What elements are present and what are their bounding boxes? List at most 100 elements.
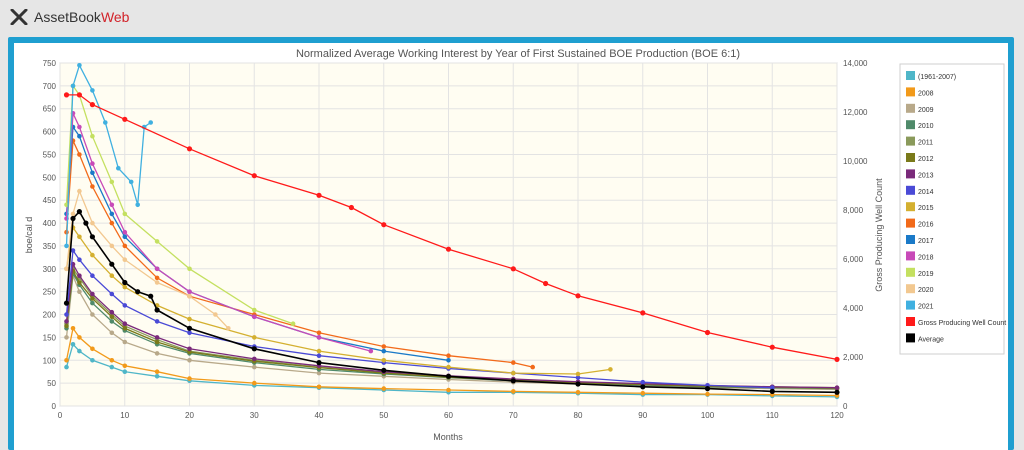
app-name-part1: AssetBook: [34, 9, 101, 25]
data-point: [252, 314, 257, 320]
legend-swatch: [906, 87, 915, 97]
data-point: [109, 358, 115, 363]
y2-axis-label: Gross Producing Well Count: [874, 178, 884, 292]
series-line: [65, 269, 838, 389]
data-point: [77, 257, 82, 263]
data-point: [90, 161, 95, 166]
data-point: [511, 370, 516, 376]
legend-swatch: [906, 235, 915, 244]
x-axis-label: Months: [433, 432, 463, 442]
legend-swatch: [906, 202, 915, 212]
y-tick-label: 500: [43, 173, 57, 182]
legend-item[interactable]: 2021: [906, 300, 934, 311]
legend-label: (1961-2007): [918, 74, 956, 81]
legend-item[interactable]: 2019: [906, 267, 934, 278]
legend-item[interactable]: (1961-2007): [906, 71, 956, 81]
data-point: [122, 211, 128, 217]
legend-item[interactable]: 2016: [906, 218, 934, 229]
data-point: [154, 239, 160, 244]
data-point: [154, 351, 160, 356]
legend-item[interactable]: 2018: [906, 251, 934, 261]
data-point: [77, 289, 82, 295]
legend-box: [899, 63, 1005, 355]
data-point: [77, 188, 82, 194]
legend-item[interactable]: 2020: [906, 284, 934, 294]
data-point: [154, 319, 160, 324]
legend-item[interactable]: Average: [906, 333, 944, 343]
data-point: [530, 364, 535, 370]
legend-item[interactable]: 2011: [906, 136, 933, 147]
data-point: [77, 124, 82, 130]
data-point: [63, 92, 70, 98]
series-2021: [64, 63, 153, 249]
data-point: [122, 326, 128, 331]
legend-swatch: [906, 153, 915, 162]
legend-item[interactable]: 2013: [906, 169, 934, 179]
legend-item[interactable]: 2012: [906, 153, 934, 163]
data-point: [77, 152, 82, 157]
data-point: [511, 389, 516, 394]
legend-item[interactable]: 2010: [906, 120, 934, 130]
series-line: [65, 189, 229, 329]
legend-item[interactable]: 2008: [906, 87, 934, 97]
legend-item[interactable]: 2015: [906, 202, 934, 212]
data-point: [76, 92, 82, 98]
data-point: [640, 379, 646, 385]
data-point: [148, 120, 153, 125]
data-point: [77, 348, 82, 354]
data-point: [154, 335, 160, 340]
legend-swatch: [906, 103, 915, 113]
data-point: [148, 293, 154, 299]
legend-label: 2017: [918, 238, 934, 245]
y-tick-label: 600: [43, 128, 57, 137]
series-2019: [64, 83, 296, 327]
data-point: [575, 381, 581, 387]
data-point: [154, 369, 160, 375]
data-point: [705, 391, 710, 397]
data-point: [316, 335, 322, 340]
data-point: [64, 266, 69, 272]
y2-tick-label: 8,000: [843, 206, 864, 215]
legend-label: 2011: [918, 140, 933, 147]
data-point: [70, 326, 76, 331]
legend-swatch: [906, 333, 915, 343]
data-point: [445, 373, 452, 379]
legend-item[interactable]: 2009: [906, 103, 934, 114]
data-point: [187, 289, 192, 295]
legend-swatch: [906, 71, 915, 80]
legend-label: 2012: [918, 156, 934, 163]
legend-item[interactable]: 2014: [906, 185, 934, 196]
data-point: [90, 346, 95, 352]
data-point: [64, 243, 69, 249]
top-bar: AssetBookWeb: [0, 0, 1024, 36]
y-tick-label: 400: [43, 219, 57, 228]
data-point: [834, 356, 840, 362]
legend-label: 2021: [918, 304, 934, 311]
data-point: [511, 360, 516, 365]
data-point: [226, 326, 231, 331]
legend-item[interactable]: 2017: [906, 235, 934, 245]
app-logo[interactable]: AssetBookWeb: [10, 6, 129, 28]
legend-label: 2008: [918, 90, 934, 97]
data-point: [64, 364, 69, 370]
data-point: [252, 307, 257, 313]
legend-swatch: [906, 185, 915, 195]
data-point: [122, 321, 128, 327]
data-point: [187, 349, 192, 355]
legend-swatch: [906, 169, 915, 179]
series-line: [65, 63, 152, 246]
series-line: [65, 262, 838, 389]
y2-tick-label: 14,000: [843, 59, 868, 68]
data-point: [445, 246, 452, 252]
data-point: [154, 339, 160, 345]
data-point: [187, 330, 192, 336]
legend-label: 2020: [918, 287, 934, 294]
legend-swatch: [906, 136, 915, 146]
data-point: [381, 222, 387, 228]
legend-swatch: [906, 300, 915, 310]
y2-tick-label: 4,000: [843, 304, 864, 313]
data-point: [122, 339, 128, 345]
data-point: [704, 329, 711, 336]
legend-item[interactable]: Gross Producing Well Count: [906, 317, 1006, 327]
